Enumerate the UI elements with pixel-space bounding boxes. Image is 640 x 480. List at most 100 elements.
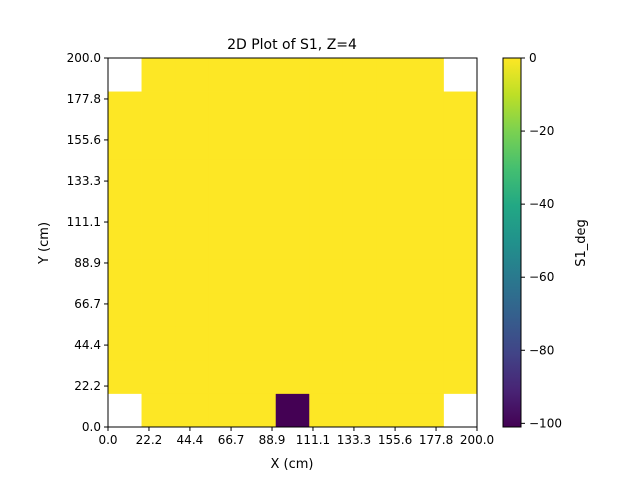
heatmap-cell — [342, 326, 377, 361]
y-tick-label: 155.6 — [67, 133, 101, 147]
heatmap-cell — [242, 58, 277, 92]
heatmap-cell — [242, 259, 277, 294]
heatmap-cell — [376, 58, 411, 92]
heatmap-cell — [376, 359, 411, 394]
heatmap-cell — [342, 91, 377, 126]
heatmap-cell — [376, 225, 411, 260]
heatmap-cell — [175, 192, 210, 227]
heatmap-cell — [108, 259, 142, 294]
heatmap-cell — [409, 359, 444, 394]
heatmap-cell — [409, 292, 444, 327]
heatmap-cell — [108, 91, 142, 126]
x-tick-label: 155.6 — [378, 433, 412, 447]
heatmap-cell — [309, 158, 344, 193]
heatmap-cell — [443, 259, 478, 294]
colorbar-tick-label: −40 — [529, 197, 554, 211]
x-tick-label: 44.4 — [177, 433, 204, 447]
heatmap-cell — [175, 158, 210, 193]
y-tick-label: 133.3 — [67, 174, 101, 188]
heatmap-cell — [208, 125, 243, 160]
heatmap-cell — [208, 326, 243, 361]
heatmap-cell — [242, 359, 277, 394]
heatmap-cell — [242, 225, 277, 260]
colorbar-tick-label: 0 — [529, 51, 537, 65]
x-tick-label: 133.3 — [337, 433, 371, 447]
heatmap-cell — [208, 292, 243, 327]
heatmap-cell — [342, 259, 377, 294]
heatmap-cell — [376, 259, 411, 294]
heatmap-cell — [309, 359, 344, 394]
heatmap-cell — [409, 192, 444, 227]
heatmap-cell — [275, 359, 310, 394]
colorbar-tick-label: −60 — [529, 270, 554, 284]
heatmap-cell — [275, 125, 310, 160]
heatmap-cell — [443, 292, 478, 327]
heatmap-cell — [309, 125, 344, 160]
heatmap-cell — [108, 359, 142, 394]
heatmap-cell — [208, 192, 243, 227]
x-tick-label: 0.0 — [98, 433, 117, 447]
heatmap-cell — [376, 158, 411, 193]
x-tick-label: 177.8 — [419, 433, 453, 447]
heatmap-cell — [342, 125, 377, 160]
heatmap-cell — [275, 192, 310, 227]
y-tick-label: 22.2 — [74, 379, 101, 393]
plot-frame — [107, 57, 478, 428]
heatmap-cell — [309, 58, 344, 92]
heatmap-cell — [208, 225, 243, 260]
heatmap-cell — [175, 225, 210, 260]
heatmap-cell — [309, 292, 344, 327]
heatmap-cell — [409, 326, 444, 361]
heatmap-cell — [275, 58, 310, 92]
heatmap-cell — [409, 125, 444, 160]
heatmap-cell — [208, 259, 243, 294]
heatmap-cell — [309, 91, 344, 126]
heatmap-cell — [342, 192, 377, 227]
heatmap-cell — [242, 91, 277, 126]
colorbar-ticks: 0 −20 −40 −60 −80 −100 — [521, 51, 562, 430]
heatmap-cell — [309, 259, 344, 294]
heatmap-cell — [108, 326, 142, 361]
heatmap-cell — [208, 158, 243, 193]
heatmap-cell — [443, 225, 478, 260]
heatmap-cell — [376, 292, 411, 327]
x-tick-label: 88.9 — [259, 433, 286, 447]
heatmap-cell — [141, 259, 176, 294]
heatmap-cell — [443, 125, 478, 160]
heatmap-cell — [275, 326, 310, 361]
y-tick-label: 200.0 — [67, 51, 101, 65]
heatmap-cell — [309, 393, 344, 428]
heatmap-cell — [409, 225, 444, 260]
x-tick-label: 111.1 — [296, 433, 330, 447]
heatmap-cell — [275, 259, 310, 294]
heatmap-cell — [376, 125, 411, 160]
x-axis-label: X (cm) — [271, 457, 314, 472]
heatmap-cell — [141, 125, 176, 160]
heatmap-cell — [309, 225, 344, 260]
heatmap-cell — [376, 91, 411, 126]
heatmap-cell — [108, 292, 142, 327]
x-tick-label: 200.0 — [460, 433, 494, 447]
heatmap-cell — [376, 192, 411, 227]
heatmap-cell — [275, 292, 310, 327]
heatmap-cell — [275, 393, 310, 428]
heatmap-cell — [242, 158, 277, 193]
heatmap-cell — [242, 393, 277, 428]
heatmap-cell — [342, 292, 377, 327]
heatmap-cell — [141, 326, 176, 361]
heatmap-cell — [141, 91, 176, 126]
y-tick-label: 88.9 — [74, 256, 101, 270]
heatmap-cell — [342, 58, 377, 92]
heatmap-cell — [175, 259, 210, 294]
heatmap-cell — [242, 292, 277, 327]
heatmap-cell — [108, 125, 142, 160]
y-tick-label: 111.1 — [67, 215, 101, 229]
heatmap-cell — [309, 192, 344, 227]
heatmap-cell — [141, 359, 176, 394]
heatmap-cell — [108, 158, 142, 193]
y-tick-label: 0.0 — [82, 420, 101, 434]
heatmap-cell — [342, 393, 377, 428]
heatmap-cell — [208, 91, 243, 126]
heatmap-cell — [443, 192, 478, 227]
heatmap-cell — [208, 393, 243, 428]
